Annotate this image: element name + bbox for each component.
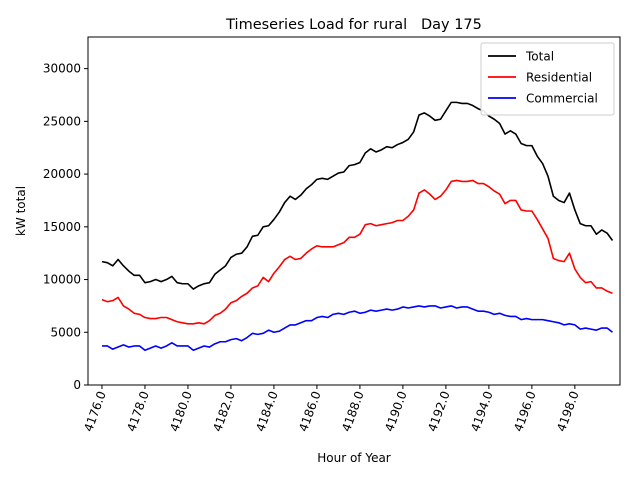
y-tick-label: 20000 (43, 167, 81, 181)
y-axis-label: kW total (14, 186, 28, 236)
legend-label-residential: Residential (526, 71, 592, 85)
series-line-total (101, 101, 614, 290)
x-axis-label: Hour of Year (317, 451, 391, 465)
y-tick-label: 30000 (43, 62, 81, 76)
y-tick-label: 15000 (43, 220, 81, 234)
y-tick-label: 25000 (43, 114, 81, 128)
series-line-residential (101, 179, 613, 325)
legend-label-commercial: Commercial (526, 92, 598, 106)
axes-frame (87, 36, 621, 386)
series-layer (101, 101, 614, 352)
y-tick-label: 0 (73, 378, 81, 392)
legend-box (480, 42, 615, 116)
y-tick-label: 5000 (50, 325, 81, 339)
legend: Total Residential Commercial (480, 42, 615, 116)
chart-title: Timeseries Load for rural Day 175 (225, 17, 482, 33)
series-line-commercial (101, 305, 613, 352)
legend-label-total: Total (525, 50, 554, 64)
y-tick-label: 10000 (43, 273, 81, 287)
y-axis: 0 5000 10000 15000 20000 25000 30000 (43, 62, 88, 392)
